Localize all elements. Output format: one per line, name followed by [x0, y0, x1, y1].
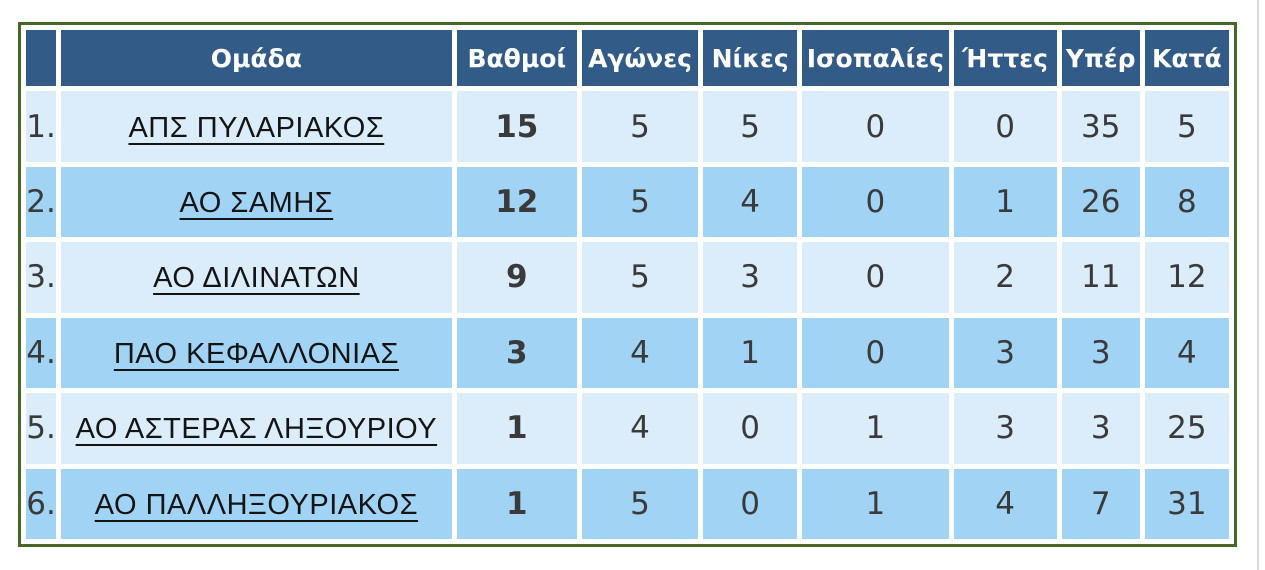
team-cell: ΠΑΟ ΚΕΦΑΛΛΟΝΙΑΣ [61, 317, 452, 389]
goals-for-cell: 7 [1061, 468, 1140, 539]
points-cell: 1 [456, 393, 577, 464]
goals-for-cell: 3 [1061, 393, 1140, 464]
table-row: 5. ΑΟ ΑΣΤΕΡΑΣ ΛΗΞΟΥΡΙΟΥ 1 4 0 1 3 3 25 [26, 393, 1229, 464]
rank-cell: 1. [26, 91, 57, 162]
table-row: 3. ΑΟ ΔΙΛΙΝΑΤΩΝ 9 5 3 0 2 11 12 [26, 242, 1229, 313]
team-link[interactable]: ΑΟ ΔΙΛΙΝΑΤΩΝ [153, 262, 360, 295]
col-header-goals-for: Υπέρ [1061, 30, 1140, 87]
rank-cell: 6. [26, 468, 57, 539]
goals-against-cell: 31 [1144, 468, 1229, 539]
rank-cell: 5. [26, 393, 57, 464]
team-cell: ΑΟ ΠΑΛΛΗΞΟΥΡΙΑΚΟΣ [61, 468, 452, 539]
goals-for-cell: 35 [1061, 91, 1140, 162]
team-cell: ΑΟ ΣΑΜΗΣ [61, 166, 452, 238]
goals-for-cell: 26 [1061, 166, 1140, 238]
goals-against-cell: 12 [1144, 242, 1229, 313]
goals-against-cell: 4 [1144, 317, 1229, 389]
col-header-goals-against: Κατά [1144, 30, 1229, 87]
points-cell: 12 [456, 166, 577, 238]
rank-cell: 4. [26, 317, 57, 389]
goals-for-cell: 3 [1061, 317, 1140, 389]
col-header-draws: Ισοπαλίες [802, 30, 949, 87]
team-cell: ΑΟ ΑΣΤΕΡΑΣ ΛΗΞΟΥΡΙΟΥ [61, 393, 452, 464]
draws-cell: 1 [802, 468, 949, 539]
draws-cell: 1 [802, 393, 949, 464]
games-cell: 5 [581, 166, 699, 238]
team-cell: ΑΠΣ ΠΥΛΑΡΙΑΚΟΣ [61, 91, 452, 162]
col-header-losses: Ήττες [953, 30, 1057, 87]
games-cell: 5 [581, 91, 699, 162]
table-row: 1. ΑΠΣ ΠΥΛΑΡΙΑΚΟΣ 15 5 5 0 0 35 5 [26, 91, 1229, 162]
wins-cell: 1 [703, 317, 798, 389]
team-link[interactable]: ΑΟ ΠΑΛΛΗΞΟΥΡΙΑΚΟΣ [94, 488, 419, 521]
goals-against-cell: 8 [1144, 166, 1229, 238]
wins-cell: 0 [703, 468, 798, 539]
draws-cell: 0 [802, 166, 949, 238]
draws-cell: 0 [802, 317, 949, 389]
wins-cell: 0 [703, 393, 798, 464]
draws-cell: 0 [802, 242, 949, 313]
games-cell: 5 [581, 468, 699, 539]
wins-cell: 4 [703, 166, 798, 238]
points-cell: 1 [456, 468, 577, 539]
team-link[interactable]: ΑΠΣ ΠΥΛΑΡΙΑΚΟΣ [128, 111, 385, 144]
team-link[interactable]: ΠΑΟ ΚΕΦΑΛΛΟΝΙΑΣ [113, 337, 399, 370]
table-row: 6. ΑΟ ΠΑΛΛΗΞΟΥΡΙΑΚΟΣ 1 5 0 1 4 7 31 [26, 468, 1229, 539]
goals-against-cell: 25 [1144, 393, 1229, 464]
team-link[interactable]: ΑΟ ΣΑΜΗΣ [179, 187, 334, 219]
header-row: Ομάδα Βαθμοί Αγώνες Νίκες Ισοπαλίες Ήττε… [26, 30, 1229, 87]
team-cell: ΑΟ ΔΙΛΙΝΑΤΩΝ [61, 242, 452, 313]
table-row: 2. ΑΟ ΣΑΜΗΣ 12 5 4 0 1 26 8 [26, 166, 1229, 238]
wins-cell: 5 [703, 91, 798, 162]
losses-cell: 3 [953, 317, 1057, 389]
col-header-points: Βαθμοί [456, 30, 577, 87]
goals-against-cell: 5 [1144, 91, 1229, 162]
page-edge-divider [1257, 0, 1259, 570]
col-header-rank [26, 30, 57, 87]
losses-cell: 3 [953, 393, 1057, 464]
wins-cell: 3 [703, 242, 798, 313]
losses-cell: 0 [953, 91, 1057, 162]
col-header-games: Αγώνες [581, 30, 699, 87]
games-cell: 5 [581, 242, 699, 313]
points-cell: 15 [456, 91, 577, 162]
rank-cell: 3. [26, 242, 57, 313]
standings-table: Ομάδα Βαθμοί Αγώνες Νίκες Ισοπαλίες Ήττε… [21, 25, 1234, 544]
standings-board: Ομάδα Βαθμοί Αγώνες Νίκες Ισοπαλίες Ήττε… [18, 22, 1237, 547]
losses-cell: 2 [953, 242, 1057, 313]
draws-cell: 0 [802, 91, 949, 162]
team-link[interactable]: ΑΟ ΑΣΤΕΡΑΣ ΛΗΞΟΥΡΙΟΥ [75, 413, 438, 446]
games-cell: 4 [581, 317, 699, 389]
losses-cell: 1 [953, 166, 1057, 238]
points-cell: 3 [456, 317, 577, 389]
col-header-wins: Νίκες [703, 30, 798, 87]
goals-for-cell: 11 [1061, 242, 1140, 313]
table-row: 4. ΠΑΟ ΚΕΦΑΛΛΟΝΙΑΣ 3 4 1 0 3 3 4 [26, 317, 1229, 389]
rank-cell: 2. [26, 166, 57, 238]
losses-cell: 4 [953, 468, 1057, 539]
games-cell: 4 [581, 393, 699, 464]
col-header-team: Ομάδα [61, 30, 452, 87]
points-cell: 9 [456, 242, 577, 313]
